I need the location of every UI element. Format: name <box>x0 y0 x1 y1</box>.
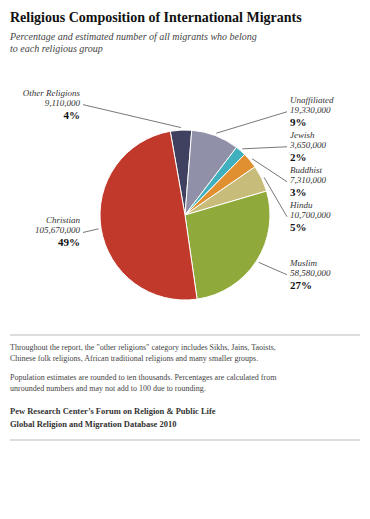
leader-line <box>83 229 99 233</box>
data-label: 5% <box>290 221 307 233</box>
subtitle: Percentage and estimated number of all m… <box>9 31 257 54</box>
data-label: 9% <box>290 116 307 128</box>
leader-line <box>242 147 287 149</box>
count-label: 105,670,000 <box>35 225 81 235</box>
data-label: 2% <box>290 151 307 163</box>
divider <box>10 335 360 336</box>
leader-line <box>259 262 287 274</box>
slice-label: Unaffiliated <box>290 95 334 105</box>
source: Global Religion and Migration Database 2… <box>10 419 176 429</box>
slice-label: Other Religions <box>23 88 81 98</box>
slice-label: Hindu <box>289 200 313 210</box>
source: Pew Research Center’s Forum on Religion … <box>10 406 216 416</box>
pie-slice <box>100 131 197 300</box>
slice-label: Muslim <box>289 258 318 268</box>
pie-slice <box>185 191 270 299</box>
data-label: 27% <box>290 279 312 291</box>
count-label: 10,700,000 <box>290 210 331 220</box>
count-label: 58,580,000 <box>290 268 331 278</box>
count-label: 19,330,000 <box>290 105 331 115</box>
pie <box>100 130 270 300</box>
leader-line <box>264 177 287 216</box>
leader-line <box>216 112 287 133</box>
leader-line <box>83 105 181 128</box>
title: Religious Composition of International M… <box>10 10 302 25</box>
slice-label: Buddhist <box>290 165 323 175</box>
leader-line <box>252 159 287 182</box>
data-label: 3% <box>290 186 307 198</box>
slice-label: Christian <box>46 215 81 225</box>
footnote: Population estimates are rounded to ten … <box>10 373 277 393</box>
slice-label: Jewish <box>290 130 315 140</box>
count-label: 9,110,000 <box>45 98 81 108</box>
count-label: 7,310,000 <box>290 175 327 185</box>
data-label: 49% <box>58 236 80 248</box>
data-label: 4% <box>64 109 81 121</box>
footnote: Throughout the report, the "other religi… <box>10 343 276 363</box>
count-label: 3,650,000 <box>289 140 327 150</box>
chart: Religious Composition of International M… <box>0 0 370 519</box>
divider <box>10 440 360 441</box>
